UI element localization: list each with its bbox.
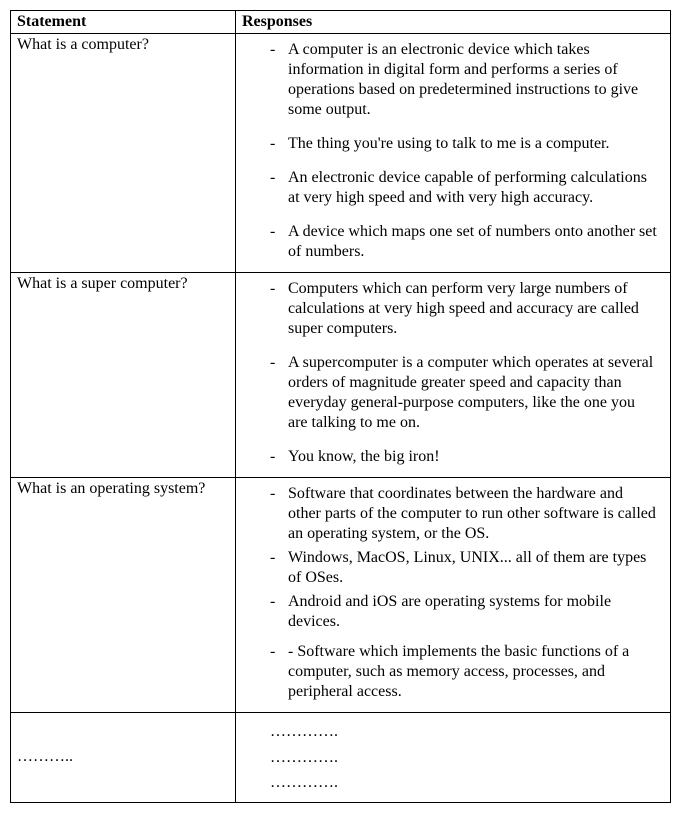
response-item: You know, the big iron! [270,447,660,467]
response-item: A computer is an electronic device which… [270,40,660,120]
col-header-statement: Statement [11,11,236,34]
response-list: Computers which can perform very large n… [242,279,664,467]
table-row: What is an operating system? Software th… [11,478,671,713]
statement-cell: What is a super computer? [11,273,236,478]
response-item: Computers which can perform very large n… [270,279,660,339]
response-list: Software that coordinates between the ha… [242,484,664,702]
col-header-responses: Responses [236,11,671,34]
responses-cell: Computers which can perform very large n… [236,273,671,478]
responses-cell: A computer is an electronic device which… [236,34,671,273]
qa-table: Statement Responses What is a computer? … [10,10,671,803]
response-item: A device which maps one set of numbers o… [270,222,660,262]
response-item: - Software which implements the basic fu… [270,642,660,702]
response-item: A supercomputer is a computer which oper… [270,353,660,433]
responses-cell-ellipsis: …………. …………. …………. [236,713,671,803]
table-header-row: Statement Responses [11,11,671,34]
response-list: A computer is an electronic device which… [242,40,664,262]
table-row: What is a super computer? Computers whic… [11,273,671,478]
table-row: What is a computer? A computer is an ele… [11,34,671,273]
response-item: Windows, MacOS, Linux, UNIX... all of th… [270,548,660,588]
table-row-ellipsis: ……….. …………. …………. …………. [11,713,671,803]
responses-cell: Software that coordinates between the ha… [236,478,671,713]
statement-cell: What is an operating system? [11,478,236,713]
response-item: Android and iOS are operating systems fo… [270,592,660,632]
statement-cell: What is a computer? [11,34,236,273]
response-item: Software that coordinates between the ha… [270,484,660,544]
statement-cell-ellipsis: ……….. [11,713,236,803]
response-item: The thing you're using to talk to me is … [270,134,660,154]
response-item: An electronic device capable of performi… [270,168,660,208]
